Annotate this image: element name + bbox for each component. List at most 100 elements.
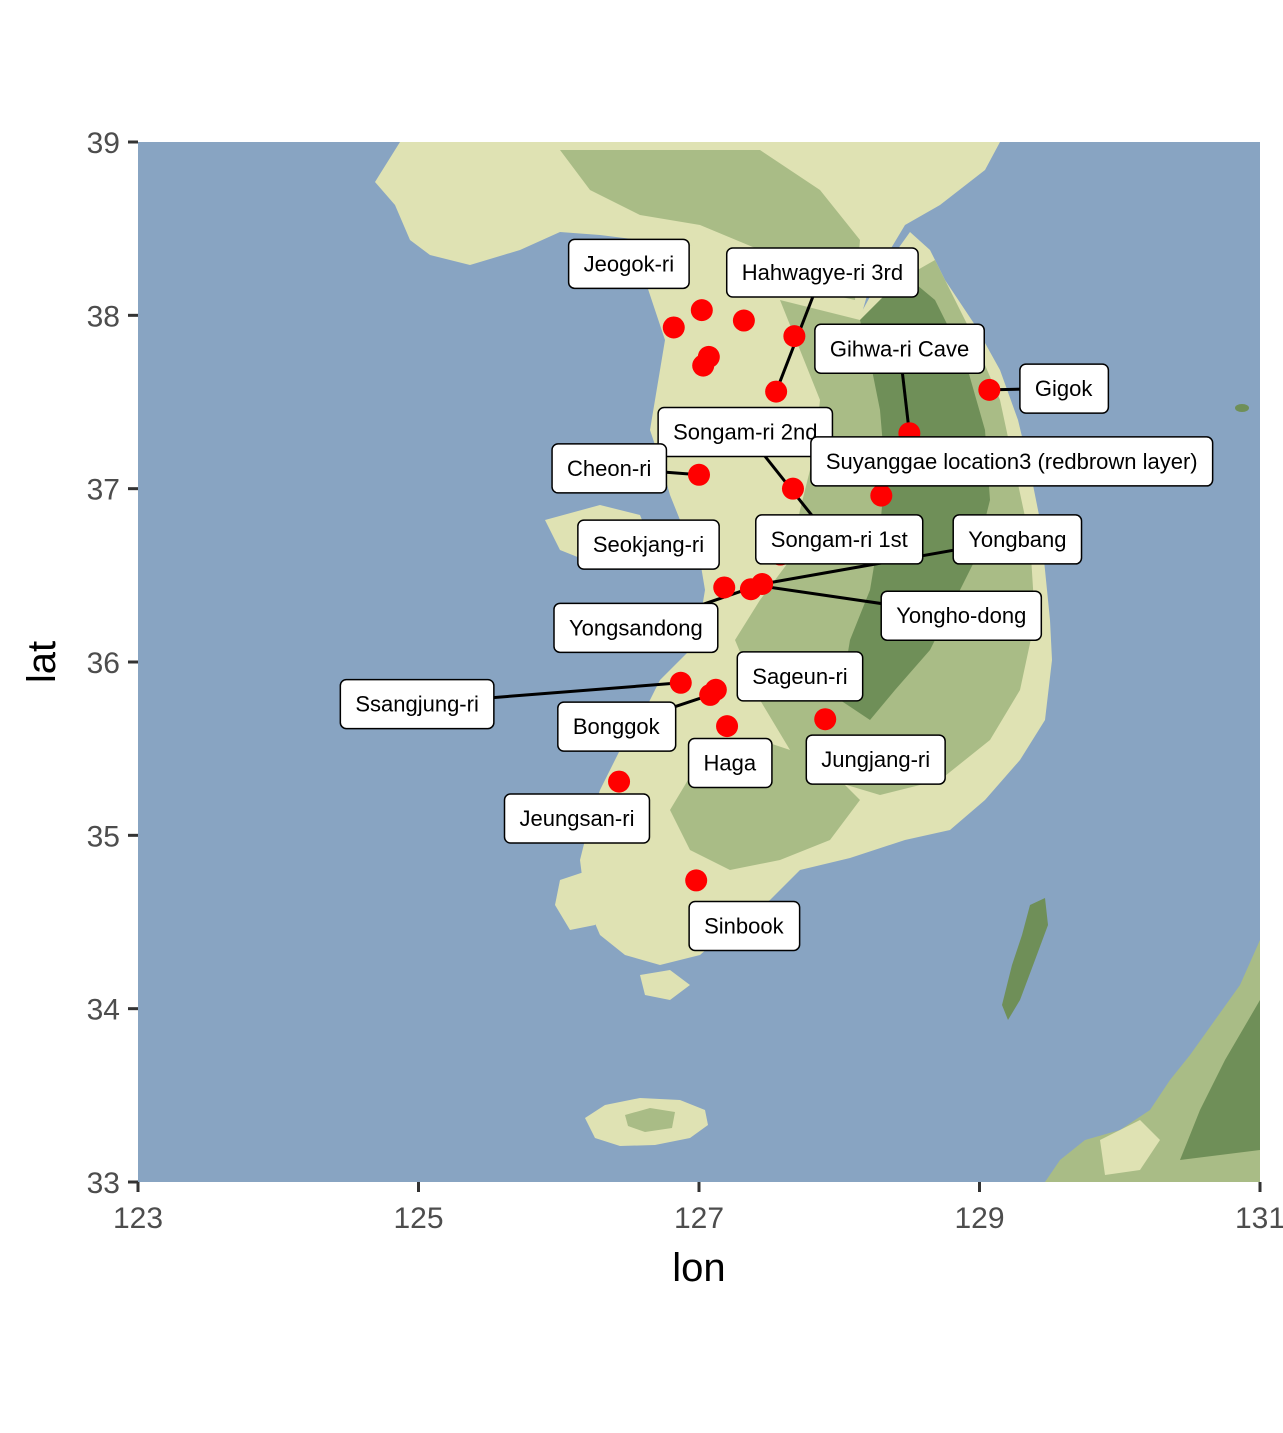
site-label: Jeungsan-ri	[503, 793, 651, 844]
site-point	[692, 354, 715, 377]
site-label-box	[805, 734, 946, 785]
site-point	[814, 708, 837, 731]
site-label-text: Jeogok-ri	[584, 251, 674, 276]
site-label: Sinbook	[688, 900, 801, 952]
site-label-box	[339, 678, 495, 730]
x-tick-label: 129	[954, 1202, 1004, 1235]
site-point	[662, 316, 685, 339]
y-tick-label: 33	[87, 1167, 120, 1200]
site-label-text: Sageun-ri	[752, 664, 847, 689]
site-label-text: Jungjang-ri	[821, 747, 930, 772]
axes: 123 125 127 129 131 33 34 35 36 37 38 39	[87, 127, 1283, 1235]
site-point	[699, 683, 722, 706]
y-tick-label: 34	[87, 994, 120, 1027]
site-label-box	[687, 737, 773, 789]
site-label-text: Bonggok	[573, 714, 661, 739]
site-label-box	[553, 602, 719, 654]
site-label-text: Yongbang	[968, 527, 1066, 552]
site-label-box	[688, 900, 801, 952]
site-label-box	[952, 514, 1083, 565]
site-point	[783, 325, 806, 348]
site-point	[870, 484, 893, 507]
site-label-text: Yongsandong	[569, 615, 703, 640]
site-label-box	[736, 651, 864, 702]
map-panel	[138, 142, 1260, 1182]
site-label: Songam-ri 1st	[755, 514, 924, 565]
site-point	[781, 477, 804, 500]
y-tick-label: 39	[87, 127, 120, 160]
site-label: Cheon-ri	[551, 443, 668, 494]
x-tick-label: 123	[113, 1202, 163, 1235]
x-tick-label: 131	[1235, 1202, 1283, 1235]
site-label: Bonggok	[557, 701, 677, 752]
site-label-box	[567, 238, 690, 290]
site-label: Yongho-dong	[880, 590, 1043, 641]
site-label-box	[814, 323, 985, 375]
site-label-text: Ssangjung-ri	[355, 692, 479, 717]
site-label-box	[1019, 363, 1110, 414]
site-label: Ssangjung-ri	[339, 678, 495, 730]
y-tick-label: 38	[87, 300, 120, 333]
site-label: Seokjang-ri	[577, 519, 720, 570]
site-label-box	[755, 514, 924, 565]
site-label-text: Hahwagye-ri 3rd	[742, 260, 903, 285]
site-label: Gigok	[1019, 363, 1110, 414]
land-east-islet	[1235, 404, 1249, 412]
site-point	[765, 380, 788, 403]
site-point	[978, 378, 1001, 401]
land-islands-south	[640, 970, 690, 1000]
land-japan-coast	[1100, 1120, 1160, 1175]
y-axis-title: lat	[20, 641, 64, 683]
site-label: Yongsandong	[553, 602, 719, 654]
land-southwest-islands	[555, 870, 610, 930]
site-label: Suyanggae location3 (redbrown layer)	[810, 436, 1214, 487]
site-point	[688, 463, 710, 486]
site-label-text: Sinbook	[704, 913, 785, 938]
site-label-box	[577, 519, 720, 570]
site-label: Hahwagye-ri 3rd	[725, 247, 919, 298]
site-label: Haga	[687, 737, 773, 789]
site-label-box	[551, 443, 668, 494]
site-label-text: Suyanggae location3 (redbrown layer)	[826, 449, 1198, 474]
site-point	[685, 869, 708, 892]
site-label: Gihwa-ri Cave	[814, 323, 985, 375]
site-label-box	[557, 701, 677, 752]
site-label-box	[880, 590, 1043, 641]
site-label-text: Songam-ri 1st	[771, 527, 908, 552]
site-label-text: Gihwa-ri Cave	[830, 336, 969, 361]
land-jeju-hill	[625, 1108, 675, 1132]
land-tsushima	[1002, 898, 1048, 1020]
site-label: Songam-ri 2nd	[657, 406, 834, 458]
site-point	[739, 578, 762, 601]
site-label-text: Cheon-ri	[567, 456, 651, 481]
site-label: Yongbang	[952, 514, 1083, 565]
y-tick-label: 35	[87, 820, 120, 853]
site-label-text: Haga	[704, 751, 757, 776]
site-label: Sageun-ri	[736, 651, 864, 702]
site-label-text: Yongho-dong	[896, 603, 1026, 628]
site-point	[608, 770, 631, 793]
site-label-box	[657, 406, 834, 458]
x-axis-title: lon	[672, 1246, 725, 1290]
x-tick-label: 125	[393, 1202, 443, 1235]
site-point	[669, 671, 692, 694]
land-japan-highlands	[1180, 1000, 1260, 1160]
site-point	[713, 576, 736, 599]
site-point	[690, 299, 713, 322]
site-label-text: Seokjang-ri	[593, 532, 704, 557]
site-labels: Jeogok-ri Hahwagye-ri 3rd Gihwa-ri Cave Gig…	[339, 238, 1214, 952]
site-label-text: Jeungsan-ri	[520, 806, 635, 831]
site-label-text: Songam-ri 2nd	[673, 419, 817, 444]
x-tick-label: 127	[674, 1202, 724, 1235]
site-label-box	[503, 793, 651, 844]
site-point	[732, 309, 755, 332]
y-tick-label: 37	[87, 474, 120, 507]
site-label-box	[810, 436, 1214, 487]
site-point	[716, 715, 739, 738]
site-label-text: Gigok	[1035, 376, 1093, 401]
site-label: Jungjang-ri	[805, 734, 946, 785]
land-south-mountains	[840, 275, 990, 720]
site-label-box	[725, 247, 919, 298]
y-tick-label: 36	[87, 647, 120, 680]
